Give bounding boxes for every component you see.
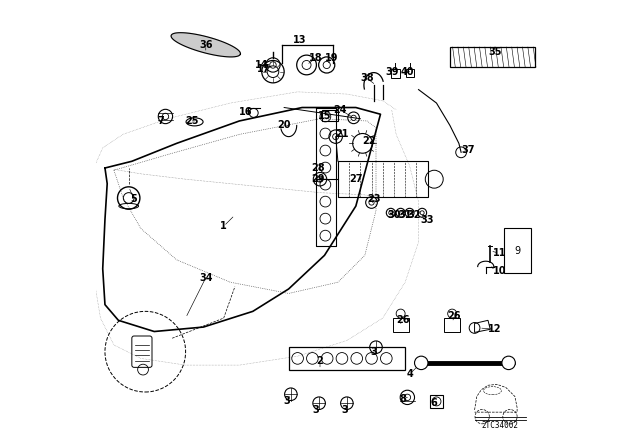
Text: 12: 12	[488, 324, 502, 334]
Text: 9: 9	[514, 246, 520, 256]
Text: 3: 3	[312, 405, 319, 415]
Text: 7: 7	[157, 116, 164, 126]
Text: 32: 32	[407, 210, 421, 220]
Circle shape	[502, 356, 515, 370]
Text: 26: 26	[447, 311, 461, 321]
Text: 38: 38	[360, 73, 374, 83]
Text: 2TC34002: 2TC34002	[481, 421, 518, 430]
Text: 8: 8	[399, 394, 406, 404]
Text: 10: 10	[492, 266, 506, 276]
Text: 31: 31	[398, 210, 412, 220]
Text: 3: 3	[283, 396, 290, 406]
Text: 21: 21	[335, 129, 349, 139]
Text: 33: 33	[420, 215, 435, 224]
Text: 27: 27	[349, 174, 363, 184]
Text: 34: 34	[199, 273, 212, 283]
Text: 25: 25	[186, 116, 199, 126]
Text: 24: 24	[333, 105, 347, 115]
Text: 17: 17	[257, 65, 271, 74]
Text: 39: 39	[385, 67, 399, 77]
Text: 28: 28	[311, 163, 324, 173]
Text: 3: 3	[371, 347, 377, 357]
Text: 1: 1	[220, 221, 227, 231]
Text: 19: 19	[324, 53, 338, 63]
Text: 35: 35	[488, 47, 502, 56]
Text: 23: 23	[367, 194, 381, 204]
Text: 26: 26	[396, 315, 410, 325]
Text: 30: 30	[387, 210, 401, 220]
Text: 20: 20	[277, 121, 291, 130]
Text: 15: 15	[317, 112, 332, 121]
Text: 6: 6	[431, 398, 438, 408]
Text: 22: 22	[362, 136, 376, 146]
Text: 37: 37	[461, 145, 475, 155]
Circle shape	[415, 356, 428, 370]
Text: 18: 18	[308, 53, 323, 63]
Text: 3: 3	[341, 405, 348, 415]
Text: 40: 40	[401, 67, 414, 77]
Text: 2: 2	[317, 356, 323, 366]
Text: 4: 4	[406, 369, 413, 379]
Text: 14: 14	[255, 60, 269, 70]
Text: 36: 36	[199, 40, 212, 50]
Text: 16: 16	[239, 107, 253, 117]
Text: 5: 5	[131, 194, 138, 204]
Polygon shape	[171, 33, 241, 57]
Text: 11: 11	[492, 248, 506, 258]
Text: 29: 29	[311, 174, 324, 184]
Text: 13: 13	[293, 35, 307, 45]
